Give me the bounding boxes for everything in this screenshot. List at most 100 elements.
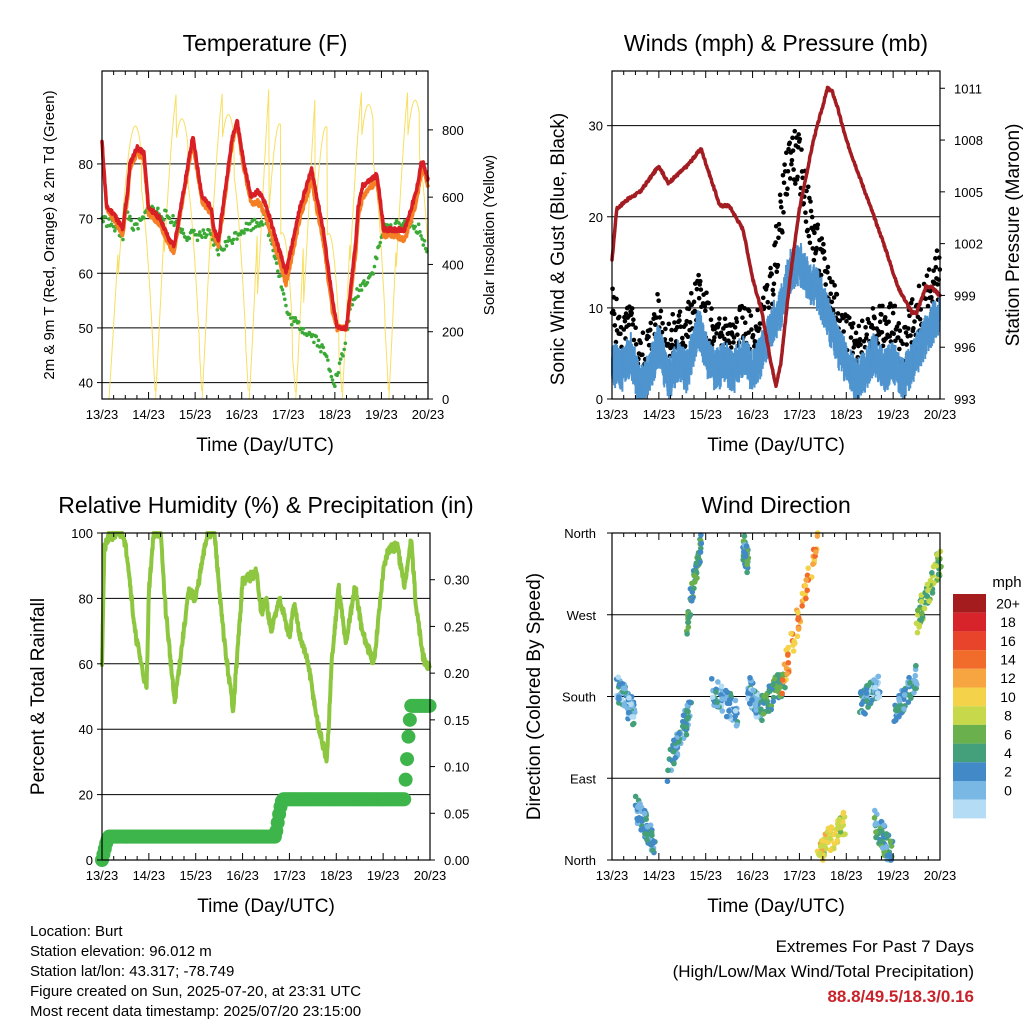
dewpoint-point — [296, 320, 301, 324]
dewpoint-point — [195, 238, 200, 243]
gust-point — [648, 320, 654, 326]
dewpoint-point — [278, 274, 282, 278]
direction-point — [918, 617, 925, 623]
dewpoint-point — [281, 292, 286, 296]
direction-point — [918, 598, 925, 605]
gust-point — [790, 148, 796, 153]
dewpoint-point — [341, 354, 345, 358]
dewpoint-point — [107, 217, 111, 221]
gust-point — [691, 299, 697, 305]
y-tick-label: South — [562, 690, 596, 705]
direction-point — [874, 695, 881, 701]
direction-point — [795, 625, 802, 632]
gust-point — [771, 281, 777, 287]
direction-point — [742, 553, 749, 560]
direction-point — [688, 598, 695, 604]
panel-2: 13/23 14/23 15/23 16/23 17/23 18/23 19/23 20/23… — [28, 492, 474, 917]
colorbar-swatch — [953, 724, 986, 744]
gust-point — [793, 181, 798, 186]
dewpoint-point — [400, 224, 405, 228]
direction-point — [881, 822, 887, 829]
gust-point — [696, 272, 701, 278]
gust-point — [853, 330, 859, 336]
gust-point — [750, 332, 756, 338]
direction-point — [745, 690, 751, 697]
x-tick-label: 19/23 — [365, 407, 398, 422]
gust-point — [872, 315, 877, 321]
gust-point — [782, 162, 787, 167]
gust-point — [799, 147, 804, 152]
gust-point — [669, 327, 674, 333]
y-axis-label: Direction (Colored By Speed) — [524, 573, 545, 820]
direction-point — [683, 731, 690, 738]
dewpoint-point — [293, 316, 298, 320]
gust-point — [732, 325, 738, 330]
gust-point — [825, 269, 830, 275]
gust-point — [856, 323, 862, 329]
gust-point — [612, 323, 618, 328]
gust-point — [640, 352, 645, 357]
gust-point — [917, 316, 923, 322]
dewpoint-point — [187, 236, 192, 241]
gust-point — [640, 330, 646, 335]
dewpoint-point — [416, 222, 421, 226]
colorbar-swatch — [953, 799, 986, 819]
gust-point — [789, 161, 794, 167]
gust-point — [780, 172, 786, 178]
dewpoint-point — [172, 223, 176, 228]
gust-point — [746, 308, 752, 314]
dewpoint-point — [128, 214, 132, 219]
gust-point — [686, 306, 692, 312]
gust-point — [841, 329, 846, 334]
gust-point — [622, 318, 628, 324]
direction-point — [715, 679, 721, 685]
gust-point — [805, 184, 811, 190]
direction-point — [687, 611, 694, 618]
dewpoint-point — [234, 230, 238, 235]
dewpoint-point — [136, 226, 140, 231]
direction-point — [794, 633, 801, 640]
dewpoint-point — [319, 349, 323, 354]
gust-point — [814, 225, 820, 231]
gust-point — [742, 320, 748, 325]
gust-point — [897, 328, 903, 334]
gust-point — [765, 299, 771, 305]
gust-point — [786, 146, 791, 152]
direction-point — [630, 721, 636, 728]
direction-point — [887, 838, 894, 845]
gust-point — [697, 278, 703, 284]
gust-point — [781, 180, 787, 186]
direction-point — [871, 677, 877, 683]
direction-point — [863, 690, 870, 696]
x-tick-label: 14/23 — [643, 407, 676, 422]
y2-axis-label: Solar Insolation (Yellow) — [481, 155, 498, 315]
y2-tick-label: 0.05 — [444, 806, 469, 821]
gust-point — [658, 308, 664, 314]
direction-point — [698, 540, 705, 547]
rain-point — [397, 792, 412, 807]
dewpoint-point — [238, 232, 243, 237]
gust-point — [638, 340, 643, 346]
dewpoint-point — [326, 358, 330, 362]
direction-point — [865, 704, 871, 710]
direction-point — [795, 614, 802, 621]
direction-point — [831, 841, 838, 847]
gust-point — [657, 315, 663, 320]
direction-point — [616, 696, 622, 703]
gust-point — [660, 321, 665, 326]
gust-point — [621, 327, 627, 332]
gust-point — [731, 335, 737, 340]
dewpoint-point — [378, 240, 383, 245]
plot-frame — [101, 70, 429, 400]
direction-point — [760, 711, 767, 717]
direction-point — [779, 690, 785, 697]
gust-point — [784, 192, 790, 197]
direction-point — [759, 717, 765, 724]
gust-point — [811, 257, 817, 263]
insolation-line — [341, 92, 389, 400]
gust-point — [633, 325, 638, 330]
chart-title: Relative Humidity (%) & Precipitation (i… — [58, 492, 473, 518]
y-tick-label: 50 — [79, 321, 93, 336]
gust-point — [857, 337, 863, 342]
y-tick-label: 20 — [79, 788, 93, 803]
